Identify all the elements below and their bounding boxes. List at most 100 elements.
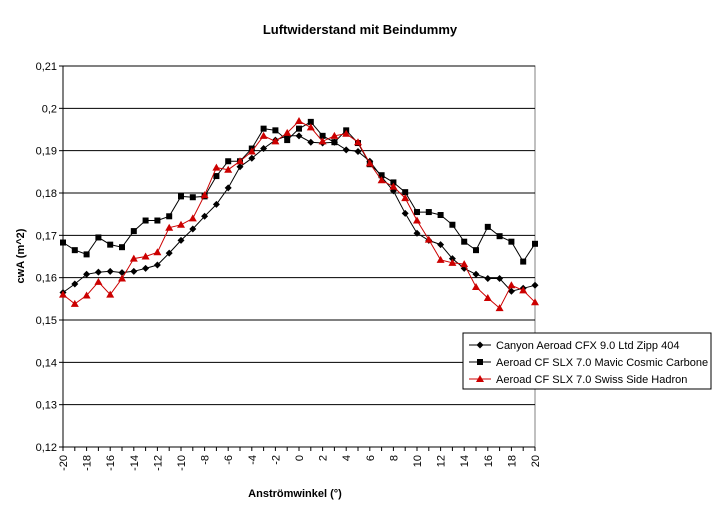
- data-point: [129, 254, 138, 262]
- data-point: [401, 209, 409, 217]
- data-point: [476, 341, 484, 349]
- data-point: [342, 129, 351, 137]
- x-tick-label: 2: [318, 455, 330, 461]
- data-point: [477, 359, 483, 365]
- data-point: [94, 268, 102, 276]
- data-point: [473, 247, 479, 254]
- data-point: [531, 281, 539, 289]
- data-point: [296, 125, 302, 132]
- data-point: [248, 154, 256, 162]
- data-point: [437, 212, 444, 219]
- series-3: [59, 117, 539, 312]
- chart-title: Luftwiderstand mit Beindummy: [263, 22, 458, 37]
- data-point: [177, 220, 185, 228]
- data-point: [130, 267, 138, 275]
- data-point: [424, 235, 433, 243]
- data-point: [472, 270, 480, 278]
- data-point: [213, 173, 220, 180]
- data-point: [496, 233, 503, 240]
- x-tick-label: -4: [247, 455, 259, 465]
- data-point: [413, 216, 421, 224]
- legend: Canyon Aeroad CFX 9.0 Ltd Zipp 404 Aeroad…: [462, 332, 712, 390]
- data-point: [189, 194, 196, 201]
- data-point: [71, 280, 79, 288]
- data-point: [142, 264, 150, 272]
- data-point: [519, 286, 528, 294]
- data-point: [224, 165, 233, 173]
- data-point: [507, 281, 516, 289]
- x-tick-label: -8: [200, 455, 212, 465]
- data-point: [476, 375, 484, 382]
- data-point: [165, 223, 174, 231]
- x-tick-label: 16: [483, 455, 495, 467]
- data-point: [130, 228, 137, 235]
- data-point: [436, 255, 445, 263]
- data-point: [401, 194, 410, 202]
- data-point: [483, 293, 492, 301]
- data-point: [177, 236, 185, 244]
- x-tick-label: -2: [270, 455, 282, 465]
- data-point: [354, 148, 362, 156]
- data-point: [178, 193, 184, 200]
- data-point: [318, 137, 327, 145]
- data-point: [284, 137, 291, 144]
- data-point: [307, 118, 314, 125]
- data-point: [531, 298, 539, 306]
- data-point: [60, 239, 66, 246]
- data-point: [118, 274, 126, 282]
- x-tick-label: 8: [388, 455, 400, 461]
- data-point: [402, 189, 409, 196]
- x-axis-ticks: -20 -18 -16 -14 -12 -10 -8 -6 -4 -2 0 2 4 6 8 10 12 14 16 1…: [58, 447, 542, 471]
- data-point: [153, 248, 162, 256]
- data-point: [330, 131, 339, 139]
- data-point: [142, 217, 149, 224]
- x-tick-label: -20: [58, 455, 70, 471]
- data-point: [460, 260, 469, 268]
- data-point: [295, 117, 303, 125]
- data-point: [260, 145, 268, 153]
- data-point: [94, 277, 103, 285]
- data-point: [201, 212, 209, 220]
- series-layer: [59, 117, 539, 312]
- data-point: [83, 270, 91, 278]
- x-axis-title: Anströmwinkel (°): [248, 488, 342, 500]
- data-point: [71, 247, 78, 254]
- data-point: [165, 249, 173, 257]
- y-tick-label: 0,13: [36, 400, 57, 412]
- data-point: [365, 159, 374, 167]
- x-tick-label: -14: [129, 455, 141, 471]
- data-point: [236, 163, 244, 171]
- x-tick-label: -10: [176, 455, 188, 471]
- data-point: [532, 240, 538, 247]
- data-point: [259, 131, 268, 139]
- x-tick-label: 18: [506, 455, 518, 467]
- data-point: [154, 217, 161, 224]
- legend-label: Aeroad CF SLX 7.0 Swiss Side Hadron: [496, 374, 687, 386]
- data-point: [437, 241, 445, 249]
- data-point: [212, 163, 221, 171]
- y-axis-title: cwA (m^2): [15, 228, 27, 283]
- data-point: [70, 299, 79, 307]
- data-point: [295, 132, 303, 140]
- data-point: [153, 261, 161, 269]
- data-point: [484, 275, 492, 283]
- data-point: [495, 304, 504, 312]
- gridlines: [62, 65, 535, 448]
- x-tick-label: 12: [436, 455, 448, 467]
- x-tick-label: 4: [341, 455, 353, 461]
- data-point: [449, 221, 456, 228]
- data-point: [342, 146, 350, 154]
- data-point: [306, 123, 315, 131]
- data-point: [496, 275, 504, 283]
- y-tick-label: 0,21: [36, 61, 57, 73]
- data-point: [107, 241, 114, 248]
- x-tick-label: 0: [294, 455, 306, 461]
- data-point: [271, 137, 280, 145]
- legend-box: [462, 332, 712, 390]
- data-point: [520, 258, 527, 265]
- data-point: [189, 225, 197, 233]
- y-tick-label: 0,19: [36, 146, 57, 158]
- data-point: [106, 267, 114, 275]
- data-point: [224, 184, 232, 192]
- x-tick-label: -12: [152, 455, 164, 471]
